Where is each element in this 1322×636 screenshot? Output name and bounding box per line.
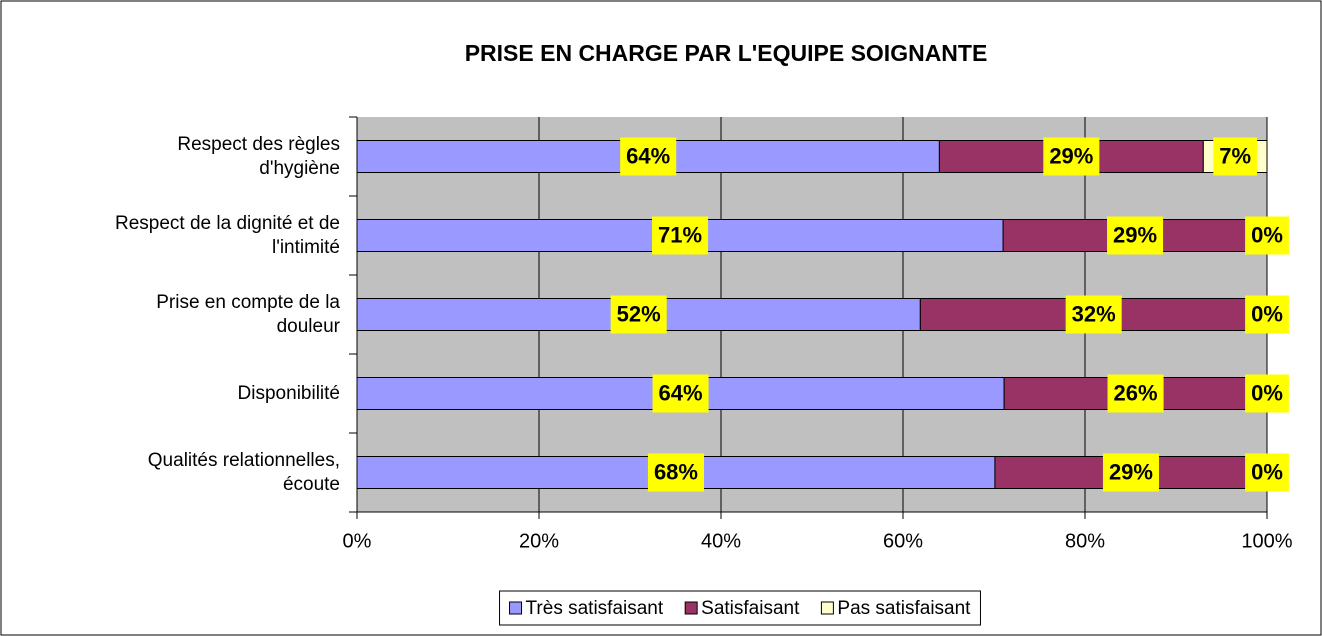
data-label: 7% [1219, 143, 1251, 168]
y-tick-label: Prise en compte de la douleur [156, 291, 340, 337]
legend-box [499, 590, 981, 626]
data-label-bg [620, 137, 677, 176]
data-label: 71% [658, 222, 702, 247]
data-label-bg [1102, 453, 1159, 492]
data-label-bg [1245, 295, 1289, 334]
data-label: 0% [1251, 380, 1283, 405]
x-tick-label: 40% [701, 530, 741, 552]
legend-label: Pas satisfaisant [837, 598, 971, 619]
data-label: 29% [1049, 143, 1093, 168]
data-label-bg [1107, 216, 1164, 255]
chart-title: PRISE EN CHARGE PAR L'EQUIPE SOIGNANTE [465, 40, 988, 66]
data-label: 29% [1113, 222, 1157, 247]
legend-swatch [509, 601, 523, 615]
x-tick-label: 100% [1241, 530, 1292, 552]
data-label: 0% [1251, 222, 1283, 247]
data-label-bg [1245, 216, 1289, 255]
x-tick-label: 20% [519, 530, 559, 552]
data-label: 0% [1251, 301, 1283, 326]
data-label: 26% [1114, 380, 1158, 405]
data-label: 68% [654, 459, 698, 484]
data-label: 52% [617, 301, 661, 326]
data-label-bg [1065, 295, 1122, 334]
x-tick-label: 80% [1065, 530, 1105, 552]
data-label: 32% [1072, 301, 1116, 326]
data-label-bg [1213, 137, 1258, 176]
data-label-bg [1245, 453, 1289, 492]
legend-swatch [820, 601, 834, 615]
data-label: 64% [626, 143, 670, 168]
data-label: 64% [659, 380, 703, 405]
data-label-bg [652, 216, 709, 255]
x-tick-label: 60% [883, 530, 923, 552]
legend-swatch [684, 601, 698, 615]
x-tick-label: 0% [343, 530, 372, 552]
data-label-bg [1107, 374, 1164, 413]
data-label-bg [1245, 374, 1289, 413]
y-tick-label: Respect de la dignité et de l'intimité [115, 212, 340, 258]
legend-label: Satisfaisant [701, 598, 800, 619]
data-label-bg [647, 453, 704, 492]
data-label: 0% [1251, 459, 1283, 484]
data-label-bg [610, 295, 667, 334]
y-tick-label: Respect des règles d'hygiène [177, 133, 340, 179]
y-tick-label: Disponibilité [237, 382, 340, 404]
data-label-bg [652, 374, 709, 413]
data-label-bg [1043, 137, 1100, 176]
y-tick-label: Qualités relationnelles, écoute [147, 449, 340, 495]
legend-label: Très satisfaisant [526, 598, 664, 619]
data-label: 29% [1109, 459, 1153, 484]
